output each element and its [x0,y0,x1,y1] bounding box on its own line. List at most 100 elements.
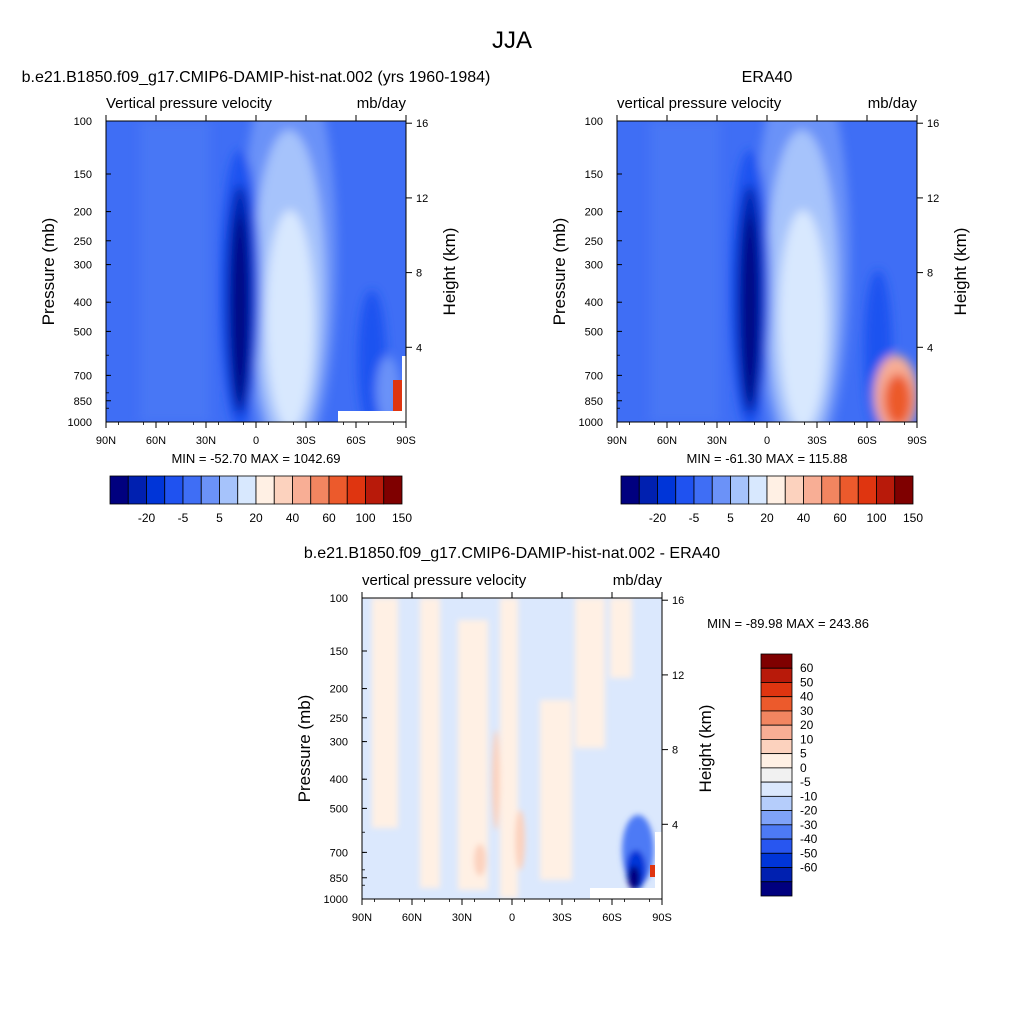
x-tick-label: 90S [907,435,927,447]
y-tick-label: 500 [74,326,92,338]
x-tick-label: 90N [96,435,116,447]
y-tick-label: 400 [74,297,92,309]
units-label: mb/day [357,95,407,112]
y-tick-label: 150 [585,169,603,181]
colorbar-label: 40 [797,511,811,525]
y-axis-title: Pressure (mb) [550,218,569,326]
x-tick-label: 60N [657,435,677,447]
units-label: mb/day [868,95,918,112]
x-tick-label: 60S [602,912,622,924]
colorbar-box [760,739,793,755]
colorbar-box [894,475,914,505]
x-tick-label: 30N [452,912,472,924]
x-tick-label: 90N [352,912,372,924]
colorbar-box [760,781,793,797]
y-tick-label: 1000 [68,417,92,429]
y-tick-label: 300 [330,737,348,749]
colorbar-label: -20 [138,511,156,525]
y-tick-label: 200 [330,684,348,696]
colorbar-box [255,475,275,505]
x-tick-label: 30S [552,912,572,924]
colorbar-label: -60 [800,861,818,875]
colorbar-box [693,475,713,505]
y-tick-label: 850 [330,873,348,885]
colorbar-box [760,838,793,854]
colorbar-label: 150 [903,511,923,525]
colorbar-box [760,852,793,868]
y-tick-label: 500 [585,326,603,338]
colorbar-label: 20 [760,511,774,525]
colorbar-label: 5 [216,511,223,525]
colorbar-label: 50 [800,675,814,689]
y-tick-label: 700 [330,847,348,859]
height-tick-label: 4 [927,342,933,354]
colorbar-label: -10 [800,789,818,803]
colorbar-box [346,475,366,505]
height-tick-label: 8 [672,745,678,757]
contour-field [361,597,663,900]
height-tick-label: 8 [416,268,422,280]
y-right-axis-title: Height (km) [440,228,459,316]
colorbar-label: 0 [800,761,807,775]
x-tick-label: 30S [807,435,827,447]
y-tick-label: 400 [585,297,603,309]
colorbar-box [760,867,793,883]
colorbar-box [383,475,403,505]
colorbar-label: -5 [800,775,811,789]
x-tick-label: 30N [196,435,216,447]
colorbar-label: 40 [800,690,814,704]
colorbar-label: 60 [833,511,847,525]
colorbar-label: 150 [392,511,412,525]
y-tick-label: 250 [585,236,603,248]
colorbar-label: 10 [800,732,814,746]
y-tick-label: 200 [74,207,92,219]
colorbar-box [711,475,731,505]
colorbar-box [857,475,877,505]
colorbar-box [760,667,793,683]
y-tick-label: 400 [330,774,348,786]
colorbar-box [876,475,896,505]
y-tick-label: 850 [74,396,92,408]
x-tick-label: 30N [707,435,727,447]
colorbar-box [839,475,859,505]
axes: 100 150 200 250 300 400 500 700 850 1000 4 8 12 16 90N… [39,115,459,447]
colorbar-box [730,475,750,505]
colorbar-box [292,475,312,505]
panel-model: b.e21.B1850.f09_g17.CMIP6-DAMIP-hist-nat… [22,69,491,525]
colorbar-label: 20 [800,718,814,732]
y-tick-label: 1000 [324,894,348,906]
y-tick-label: 850 [585,396,603,408]
colorbar-box [620,475,640,505]
colorbar-label: 100 [355,511,375,525]
colorbar-box [109,475,129,505]
colorbar-box [273,475,293,505]
colorbar-box [760,724,793,740]
x-tick-label: 60N [146,435,166,447]
colorbar-box [760,824,793,840]
colorbar-box [784,475,804,505]
height-tick-label: 8 [927,268,933,280]
height-tick-label: 12 [672,670,684,682]
contour-field [105,120,407,423]
x-tick-label: 90S [652,912,672,924]
height-tick-label: 16 [672,595,684,607]
colorbar-label: -5 [178,511,189,525]
colorbar-box [310,475,330,505]
colorbar-box [657,475,677,505]
panel-title: b.e21.B1850.f09_g17.CMIP6-DAMIP-hist-nat… [304,545,720,562]
colorbar-label: 5 [727,511,734,525]
colorbar-label: 5 [800,747,807,761]
colorbar-box [760,653,793,669]
colorbar-label: 40 [286,511,300,525]
colorbar-box [219,475,239,505]
x-tick-label: 60N [402,912,422,924]
colorbar-box [821,475,841,505]
x-tick-label: 0 [509,912,515,924]
colorbar-label: -50 [800,846,818,860]
y-tick-label: 300 [585,260,603,272]
colorbar-box [760,696,793,712]
panel-title: b.e21.B1850.f09_g17.CMIP6-DAMIP-hist-nat… [22,69,491,86]
y-tick-label: 1000 [579,417,603,429]
units-label: mb/day [613,572,663,589]
